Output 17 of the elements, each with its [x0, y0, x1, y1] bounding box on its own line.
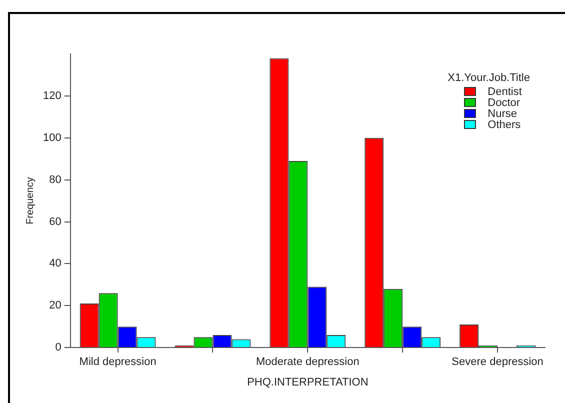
x-tick-label: Severe depression	[452, 356, 544, 368]
y-tick-label: 0	[55, 342, 62, 354]
legend-label: Nurse	[488, 108, 517, 120]
x-tick-label: Moderate depression	[256, 356, 360, 368]
y-tick-label: 40	[49, 258, 62, 270]
y-axis-title: Frequency	[24, 177, 36, 224]
y-tick-label: 60	[49, 216, 62, 228]
legend-label: Doctor	[488, 96, 520, 108]
legend-title: X1.Your.Job.Title	[448, 72, 530, 84]
y-tick-label: 20	[49, 300, 62, 312]
legend-label: Dentist	[488, 86, 522, 98]
x-axis-title: PHQ.INTERPRETATION	[247, 376, 368, 388]
legend-label: Others	[488, 118, 521, 130]
y-tick-label: 80	[49, 174, 62, 186]
x-tick-label: Mild depression	[79, 356, 156, 368]
y-tick-label: 100	[42, 132, 62, 144]
y-tick-label: 120	[42, 90, 62, 102]
